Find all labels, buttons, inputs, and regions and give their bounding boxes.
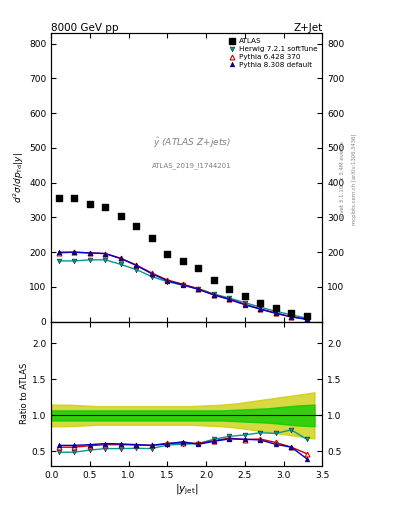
Text: mcplots.cern.ch [arXiv:1306.3436]: mcplots.cern.ch [arXiv:1306.3436] <box>352 134 357 225</box>
Herwig 7.2.1 softTune <box>196 286 201 292</box>
Point <box>288 309 294 317</box>
Pythia 6.428 370 <box>57 250 61 256</box>
Pythia 6.428 370 <box>118 255 123 262</box>
Text: $\hat{y}$ (ATLAS Z+jets): $\hat{y}$ (ATLAS Z+jets) <box>153 136 231 150</box>
Point <box>71 194 77 202</box>
Point <box>242 291 248 300</box>
Text: Z+Jet: Z+Jet <box>293 23 322 32</box>
Herwig 7.2.1 softTune <box>180 282 185 288</box>
Herwig 7.2.1 softTune <box>211 291 216 297</box>
Point <box>87 200 93 208</box>
Pythia 8.308 default <box>118 255 123 262</box>
Herwig 7.2.1 softTune <box>88 257 92 263</box>
Point <box>257 298 263 307</box>
Herwig 7.2.1 softTune <box>227 295 231 301</box>
Pythia 8.308 default <box>134 262 139 268</box>
Point <box>195 264 202 272</box>
Pythia 8.308 default <box>211 292 216 298</box>
Herwig 7.2.1 softTune <box>258 304 263 310</box>
Pythia 8.308 default <box>72 249 77 255</box>
Pythia 6.428 370 <box>289 314 294 320</box>
Pythia 6.428 370 <box>258 306 263 312</box>
Herwig 7.2.1 softTune <box>149 273 154 280</box>
Pythia 6.428 370 <box>103 250 108 257</box>
Text: 8000 GeV pp: 8000 GeV pp <box>51 23 119 32</box>
Point <box>164 250 171 258</box>
Pythia 6.428 370 <box>134 262 139 268</box>
Line: Pythia 6.428 370: Pythia 6.428 370 <box>57 250 309 322</box>
Herwig 7.2.1 softTune <box>305 315 309 322</box>
Pythia 6.428 370 <box>242 301 247 307</box>
Line: Herwig 7.2.1 softTune: Herwig 7.2.1 softTune <box>57 258 309 321</box>
Point <box>133 222 140 230</box>
Pythia 6.428 370 <box>88 250 92 256</box>
Point <box>273 304 279 312</box>
Pythia 8.308 default <box>242 302 247 308</box>
Pythia 6.428 370 <box>196 286 201 292</box>
Text: Rivet 3.1.10; ≥ 3.4M events: Rivet 3.1.10; ≥ 3.4M events <box>340 141 345 218</box>
Herwig 7.2.1 softTune <box>289 312 294 318</box>
Point <box>180 257 186 265</box>
Herwig 7.2.1 softTune <box>57 258 61 264</box>
Herwig 7.2.1 softTune <box>103 257 108 263</box>
Point <box>149 234 155 242</box>
Point <box>211 276 217 284</box>
Herwig 7.2.1 softTune <box>118 261 123 267</box>
Pythia 6.428 370 <box>72 249 77 255</box>
Point <box>226 285 232 293</box>
Text: ATLAS_2019_I1744201: ATLAS_2019_I1744201 <box>152 163 232 169</box>
Legend: ATLAS, Herwig 7.2.1 softTune, Pythia 6.428 370, Pythia 8.308 default: ATLAS, Herwig 7.2.1 softTune, Pythia 6.4… <box>226 37 319 70</box>
Pythia 6.428 370 <box>180 281 185 287</box>
Herwig 7.2.1 softTune <box>72 258 77 264</box>
Line: Pythia 8.308 default: Pythia 8.308 default <box>57 250 309 322</box>
Point <box>56 194 62 202</box>
Point <box>102 203 108 211</box>
X-axis label: $|y_{\rm jet}|$: $|y_{\rm jet}|$ <box>175 482 198 497</box>
Pythia 6.428 370 <box>149 270 154 276</box>
Pythia 8.308 default <box>289 314 294 320</box>
Pythia 8.308 default <box>165 278 170 284</box>
Pythia 6.428 370 <box>227 296 231 302</box>
Pythia 8.308 default <box>258 306 263 312</box>
Point <box>304 312 310 321</box>
Herwig 7.2.1 softTune <box>242 300 247 306</box>
Pythia 8.308 default <box>274 310 278 316</box>
Pythia 8.308 default <box>305 316 309 323</box>
Herwig 7.2.1 softTune <box>165 279 170 285</box>
Pythia 8.308 default <box>57 249 61 255</box>
Pythia 8.308 default <box>149 271 154 277</box>
Pythia 8.308 default <box>103 250 108 257</box>
Herwig 7.2.1 softTune <box>274 308 278 314</box>
Pythia 6.428 370 <box>305 316 309 323</box>
Pythia 8.308 default <box>180 282 185 288</box>
Y-axis label: $d^2\sigma/dp_{\mathrm{Td}}|y|$: $d^2\sigma/dp_{\mathrm{Td}}|y|$ <box>12 152 26 203</box>
Point <box>118 211 124 220</box>
Pythia 8.308 default <box>88 250 92 256</box>
Pythia 8.308 default <box>196 286 201 292</box>
Pythia 6.428 370 <box>165 277 170 283</box>
Herwig 7.2.1 softTune <box>134 267 139 273</box>
Y-axis label: Ratio to ATLAS: Ratio to ATLAS <box>20 363 29 424</box>
Pythia 6.428 370 <box>274 310 278 316</box>
Pythia 6.428 370 <box>211 291 216 297</box>
Pythia 8.308 default <box>227 296 231 303</box>
